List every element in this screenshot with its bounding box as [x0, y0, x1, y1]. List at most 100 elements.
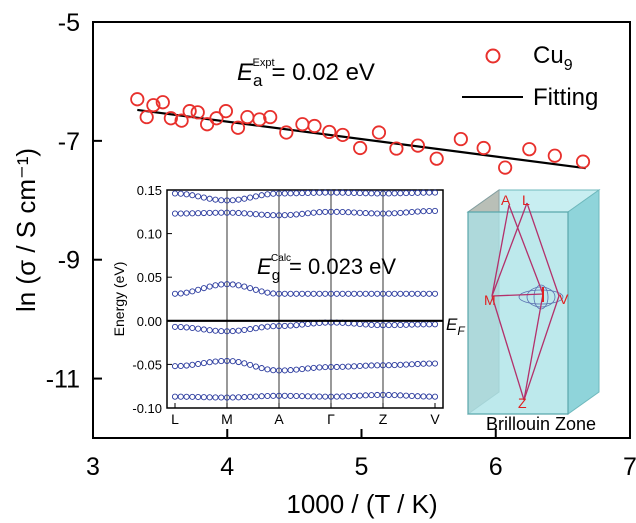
bz-right-face [567, 189, 600, 415]
band-point [189, 192, 196, 199]
band-point [391, 322, 398, 329]
band-point [408, 189, 415, 197]
band-point [252, 393, 259, 400]
band-point [247, 194, 254, 201]
eg-value: = 0.023 eV [289, 254, 396, 279]
band-point [299, 393, 306, 400]
band-point [218, 328, 225, 335]
band-point [258, 324, 265, 331]
band-point [247, 285, 254, 292]
band-point [374, 322, 381, 329]
band-point [223, 197, 231, 204]
band-point [391, 190, 398, 197]
y-axis-label-text: ln (σ / S cm⁻¹) [11, 148, 41, 312]
band-point [241, 360, 248, 367]
main-y-ticks: -5 -7 -9 -11 [46, 9, 102, 394]
band-point [287, 367, 294, 374]
band-point [414, 290, 421, 297]
band-point [177, 190, 184, 197]
band-point [408, 361, 415, 368]
path-l-v [526, 202, 560, 297]
band-point [420, 290, 427, 297]
band-point [223, 328, 231, 335]
band-point [374, 210, 381, 217]
band-point [345, 189, 352, 196]
band-point [408, 321, 415, 328]
band-point [299, 210, 306, 217]
band-point [195, 393, 202, 401]
cu9-data-point [190, 105, 205, 120]
band-point [426, 393, 433, 400]
band-point [403, 392, 410, 399]
bz-point-labels: A L M V Z [484, 192, 569, 411]
band-point [264, 366, 271, 373]
cu9-data-point [209, 111, 224, 126]
legend-marker-cu9 [485, 48, 501, 64]
band-point [356, 209, 363, 216]
cu9-data-point [230, 120, 246, 135]
band-point [200, 326, 207, 333]
band-point [310, 189, 317, 196]
cu9-data-point [522, 142, 537, 157]
bz-front-edge [467, 211, 569, 415]
band-point [403, 361, 410, 368]
band-point [339, 393, 346, 400]
band-point [235, 282, 242, 289]
band-point [351, 290, 358, 297]
band-point [195, 193, 202, 200]
band-point [414, 393, 421, 400]
band-point [212, 327, 219, 334]
band-point [431, 189, 439, 196]
cu9-data-point [252, 112, 267, 127]
band-point [200, 209, 207, 217]
band-point [403, 190, 410, 197]
band-point [431, 393, 439, 400]
band-point [322, 393, 329, 400]
band-point [195, 325, 202, 332]
band-point [206, 209, 213, 216]
band-point [408, 290, 415, 297]
band-point [345, 393, 352, 400]
band-point [281, 190, 288, 197]
band-point [212, 196, 219, 203]
band-point [327, 363, 335, 371]
band-point [200, 285, 207, 292]
band-point [247, 393, 254, 400]
band-point [189, 210, 196, 217]
band-band6 [171, 391, 439, 401]
band-point [252, 211, 259, 218]
inset-y-tick-label: 0.00 [137, 314, 162, 329]
brillouin-zone-illustration: A L M V Z Brillouin Zone [466, 189, 601, 434]
ea-subscript: a [253, 71, 263, 90]
band-point [374, 391, 381, 399]
band-point [374, 290, 381, 297]
band-point [408, 208, 415, 216]
band-point [362, 392, 369, 399]
band-point [420, 208, 427, 215]
band-point [258, 211, 265, 218]
inset-x-tick-label: Γ [327, 411, 335, 427]
y-tick-label: -7 [58, 128, 80, 156]
band-point [183, 191, 190, 198]
band-point [252, 193, 259, 200]
band-point [189, 361, 196, 368]
band-point [252, 363, 259, 370]
path-m-gamma [491, 293, 544, 297]
band-point [177, 210, 184, 217]
band-point [356, 392, 363, 399]
band-point [368, 362, 375, 369]
band-point [171, 190, 179, 197]
band-point [368, 392, 375, 399]
band-point [200, 194, 207, 201]
band-point [310, 364, 317, 371]
band-point [322, 290, 329, 297]
band-point [379, 210, 387, 217]
cu9-data-point [429, 151, 444, 166]
band-point [293, 211, 300, 218]
cu9-data-point [322, 124, 337, 140]
band-point [345, 363, 352, 370]
band-point [426, 189, 433, 196]
band-point [264, 191, 271, 198]
band-point [431, 207, 439, 214]
band-point [304, 365, 311, 372]
